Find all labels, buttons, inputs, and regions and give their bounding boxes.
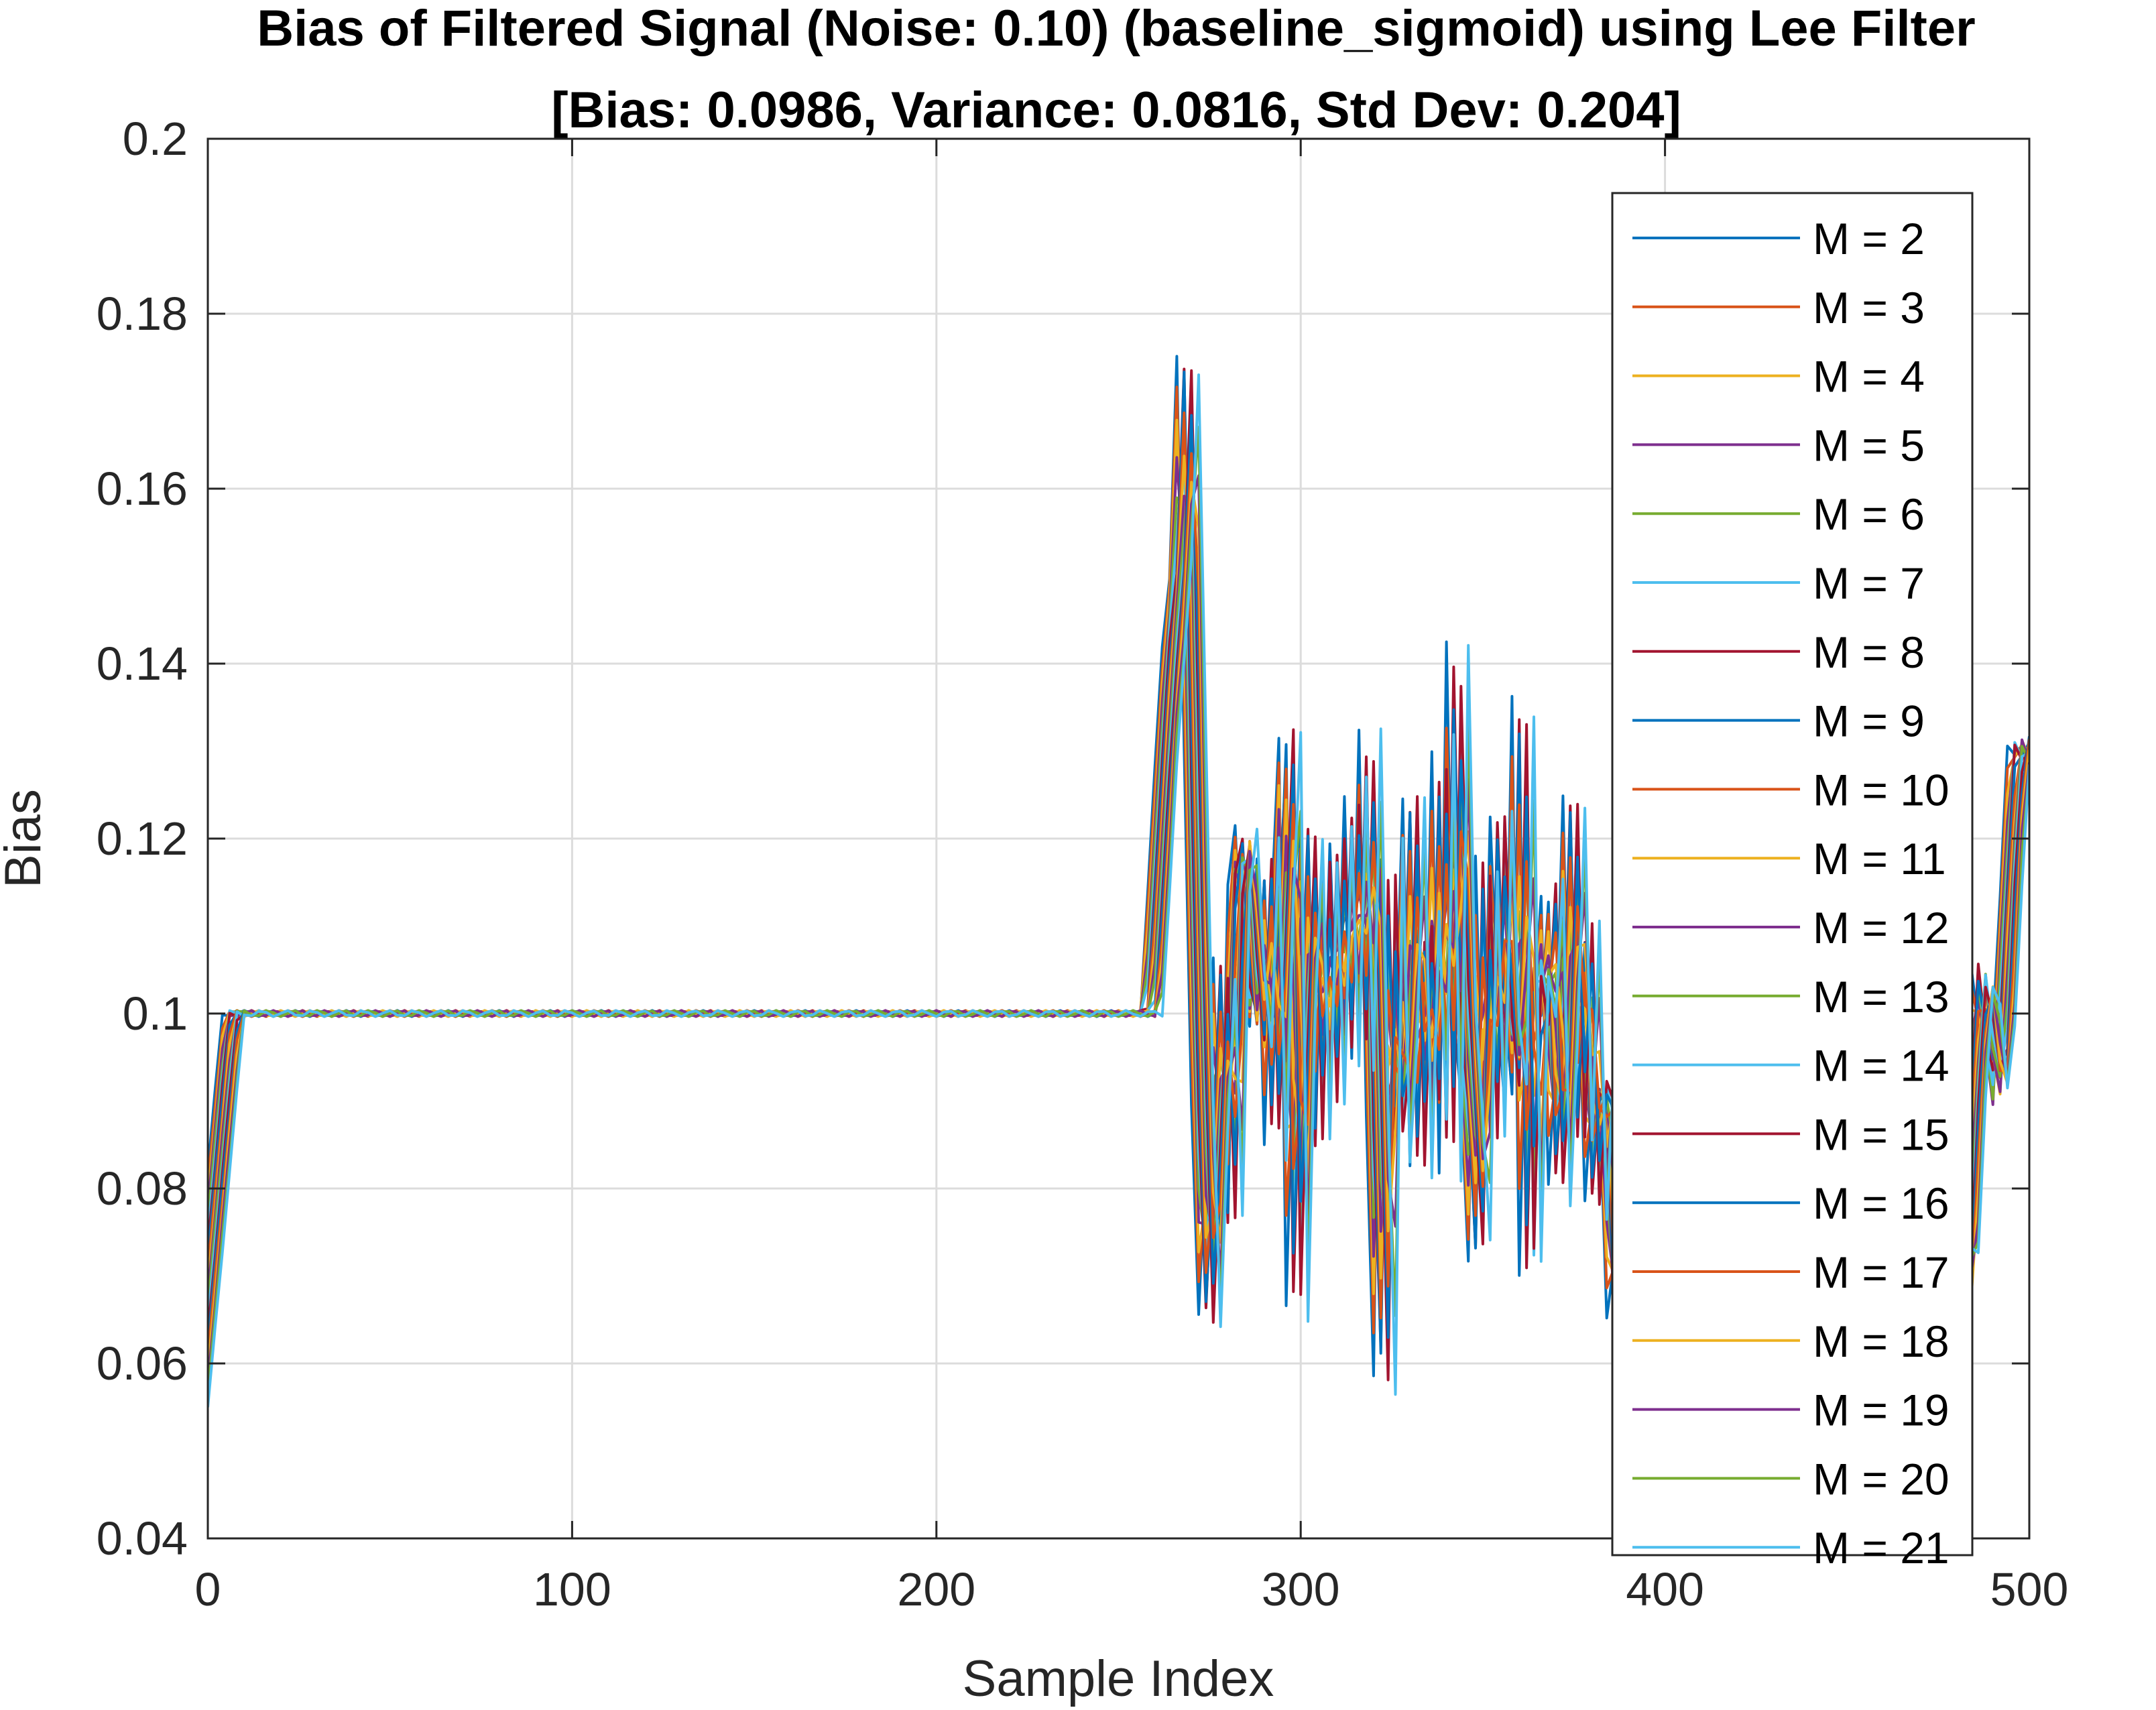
legend-label: M = 15 <box>1813 1109 1950 1159</box>
legend-label: M = 3 <box>1813 283 1925 332</box>
x-tick-label: 500 <box>1990 1563 2069 1615</box>
y-tick-label: 0.16 <box>97 463 188 515</box>
legend-label: M = 10 <box>1813 765 1950 814</box>
x-tick-label: 100 <box>533 1563 611 1615</box>
legend-label: M = 21 <box>1813 1523 1950 1573</box>
legend-label: M = 4 <box>1813 352 1925 402</box>
x-tick-label: 300 <box>1262 1563 1340 1615</box>
y-axis-label: Bias <box>0 789 52 888</box>
legend-label: M = 20 <box>1813 1454 1950 1504</box>
x-tick-label: 400 <box>1626 1563 1704 1615</box>
legend-label: M = 2 <box>1813 214 1925 263</box>
legend: M = 2 M = 3 M = 4 M = 5 M = 6 M = 7 M = 8 M = 9… <box>1611 192 1974 1573</box>
x-tick-label: 0 <box>195 1563 221 1615</box>
y-tick-label: 0.08 <box>97 1162 188 1215</box>
legend-label: M = 14 <box>1813 1041 1950 1091</box>
chart-subtitle: [Bias: 0.0986, Variance: 0.0816, Std Dev… <box>551 82 1681 139</box>
legend-label: M = 7 <box>1813 558 1925 608</box>
x-tick-label: 200 <box>897 1563 975 1615</box>
y-tick-label: 0.12 <box>97 812 188 865</box>
y-tick-label: 0.1 <box>123 987 188 1040</box>
y-tick-label: 0.06 <box>97 1337 188 1390</box>
legend-label: M = 8 <box>1813 627 1925 677</box>
legend-label: M = 19 <box>1813 1386 1950 1435</box>
legend-label: M = 5 <box>1813 420 1925 470</box>
y-tick-label: 0.18 <box>97 288 188 340</box>
legend-box <box>1611 192 1974 1556</box>
legend-label: M = 17 <box>1813 1247 1950 1297</box>
chart-title: Bias of Filtered Signal (Noise: 0.10) (b… <box>257 0 1975 57</box>
y-tick-label: 0.2 <box>123 113 188 165</box>
legend-label: M = 16 <box>1813 1178 1950 1228</box>
legend-label: M = 12 <box>1813 903 1950 953</box>
legend-label: M = 18 <box>1813 1317 1950 1366</box>
legend-label: M = 6 <box>1813 489 1925 539</box>
y-tick-label: 0.14 <box>97 637 188 690</box>
legend-label: M = 11 <box>1813 834 1946 883</box>
tick-labels: 0 100 200 300 400 500 0.04 0.06 0.08 0.1 0.12 0.14 0… <box>97 113 2069 1615</box>
legend-label: M = 9 <box>1813 696 1925 746</box>
y-tick-label: 0.04 <box>97 1512 188 1565</box>
legend-label: M = 13 <box>1813 972 1950 1022</box>
x-axis-label: Sample Index <box>963 1650 1274 1707</box>
